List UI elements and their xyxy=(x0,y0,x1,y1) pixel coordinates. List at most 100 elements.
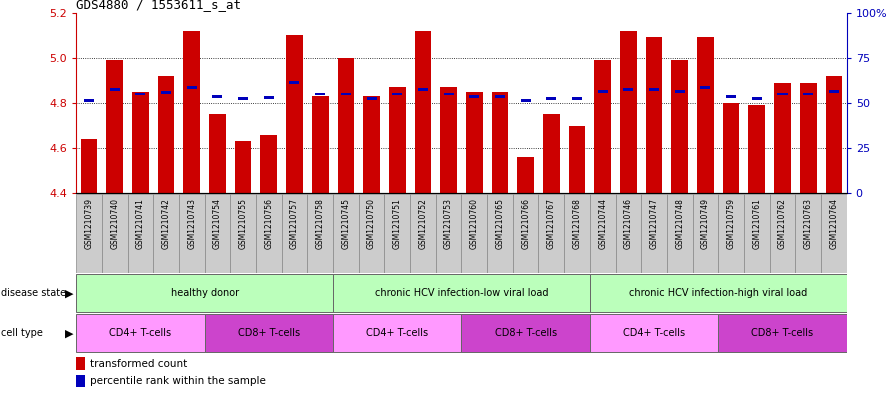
Text: GSM1210745: GSM1210745 xyxy=(341,198,350,249)
Bar xyxy=(76,274,333,312)
Text: GSM1210757: GSM1210757 xyxy=(290,198,299,249)
Text: chronic HCV infection-low viral load: chronic HCV infection-low viral load xyxy=(375,288,548,298)
Bar xyxy=(620,31,637,193)
Text: GSM1210765: GSM1210765 xyxy=(495,198,504,249)
Bar xyxy=(238,97,248,100)
Text: GSM1210747: GSM1210747 xyxy=(650,198,659,249)
Bar xyxy=(444,93,453,95)
Bar xyxy=(466,92,483,193)
Text: GSM1210739: GSM1210739 xyxy=(84,198,93,249)
Text: GSM1210755: GSM1210755 xyxy=(238,198,247,249)
Text: transformed count: transformed count xyxy=(90,358,187,369)
Text: GDS4880 / 1553611_s_at: GDS4880 / 1553611_s_at xyxy=(76,0,241,11)
Bar xyxy=(719,194,744,273)
Bar xyxy=(135,93,145,95)
Bar xyxy=(286,35,303,193)
Bar xyxy=(671,60,688,193)
Bar xyxy=(102,194,127,273)
Bar xyxy=(675,90,685,93)
Bar xyxy=(513,194,538,273)
Bar xyxy=(624,88,633,91)
Bar xyxy=(261,135,277,193)
Text: GSM1210763: GSM1210763 xyxy=(804,198,813,249)
Bar xyxy=(748,105,765,193)
Bar xyxy=(209,114,226,193)
Bar xyxy=(81,139,98,193)
Text: GSM1210760: GSM1210760 xyxy=(470,198,478,249)
Bar xyxy=(76,375,85,387)
Bar xyxy=(333,314,461,352)
Bar xyxy=(646,37,662,193)
Bar xyxy=(569,126,585,193)
Bar xyxy=(800,83,816,193)
Text: GSM1210767: GSM1210767 xyxy=(547,198,556,249)
Bar xyxy=(107,60,123,193)
Bar xyxy=(642,194,667,273)
Bar xyxy=(461,194,487,273)
Bar xyxy=(825,76,842,193)
Bar xyxy=(719,314,847,352)
Bar xyxy=(184,31,200,193)
Bar xyxy=(440,87,457,193)
Bar xyxy=(521,99,530,102)
Text: percentile rank within the sample: percentile rank within the sample xyxy=(90,376,266,386)
Bar xyxy=(770,194,796,273)
Text: GSM1210740: GSM1210740 xyxy=(110,198,119,249)
Bar xyxy=(744,194,770,273)
Bar xyxy=(333,274,590,312)
Text: GSM1210744: GSM1210744 xyxy=(599,198,607,249)
Text: GSM1210746: GSM1210746 xyxy=(624,198,633,249)
Bar xyxy=(132,92,149,193)
Text: disease state: disease state xyxy=(1,288,66,298)
Text: GSM1210768: GSM1210768 xyxy=(573,198,582,249)
Bar xyxy=(803,93,814,95)
Bar xyxy=(726,95,737,97)
Bar xyxy=(161,92,171,94)
Text: GSM1210750: GSM1210750 xyxy=(367,198,376,249)
Bar xyxy=(590,194,616,273)
Bar xyxy=(307,194,333,273)
Bar xyxy=(109,88,120,91)
Bar xyxy=(392,93,402,95)
Bar xyxy=(701,86,711,88)
Bar xyxy=(461,314,590,352)
Text: CD4+ T-cells: CD4+ T-cells xyxy=(109,328,171,338)
Bar xyxy=(235,141,252,193)
Bar xyxy=(312,96,329,193)
Text: CD8+ T-cells: CD8+ T-cells xyxy=(237,328,300,338)
Bar xyxy=(693,194,719,273)
Text: GSM1210756: GSM1210756 xyxy=(264,198,273,249)
Text: GSM1210748: GSM1210748 xyxy=(676,198,685,249)
Bar xyxy=(315,93,325,95)
Text: GSM1210752: GSM1210752 xyxy=(418,198,427,249)
Bar xyxy=(363,96,380,193)
Bar xyxy=(389,87,406,193)
Bar xyxy=(435,194,461,273)
Bar xyxy=(752,97,762,100)
Text: GSM1210762: GSM1210762 xyxy=(778,198,787,249)
Bar xyxy=(487,194,513,273)
Bar xyxy=(774,83,791,193)
Bar xyxy=(594,60,611,193)
Text: GSM1210741: GSM1210741 xyxy=(136,198,145,249)
Bar xyxy=(495,95,505,97)
Text: ▶: ▶ xyxy=(65,328,73,338)
Text: GSM1210754: GSM1210754 xyxy=(213,198,222,249)
Bar xyxy=(204,314,333,352)
Bar xyxy=(821,194,847,273)
Text: GSM1210766: GSM1210766 xyxy=(521,198,530,249)
Bar xyxy=(84,99,94,102)
Text: GSM1210743: GSM1210743 xyxy=(187,198,196,249)
Text: GSM1210749: GSM1210749 xyxy=(701,198,710,249)
Bar xyxy=(543,114,560,193)
Bar xyxy=(366,97,376,100)
Text: chronic HCV infection-high viral load: chronic HCV infection-high viral load xyxy=(629,288,807,298)
Text: GSM1210758: GSM1210758 xyxy=(315,198,324,249)
Bar xyxy=(547,97,556,100)
Text: CD8+ T-cells: CD8+ T-cells xyxy=(752,328,814,338)
Text: cell type: cell type xyxy=(1,328,43,338)
Text: GSM1210759: GSM1210759 xyxy=(727,198,736,249)
Bar xyxy=(572,97,582,100)
Bar xyxy=(418,88,428,91)
Bar xyxy=(492,92,508,193)
